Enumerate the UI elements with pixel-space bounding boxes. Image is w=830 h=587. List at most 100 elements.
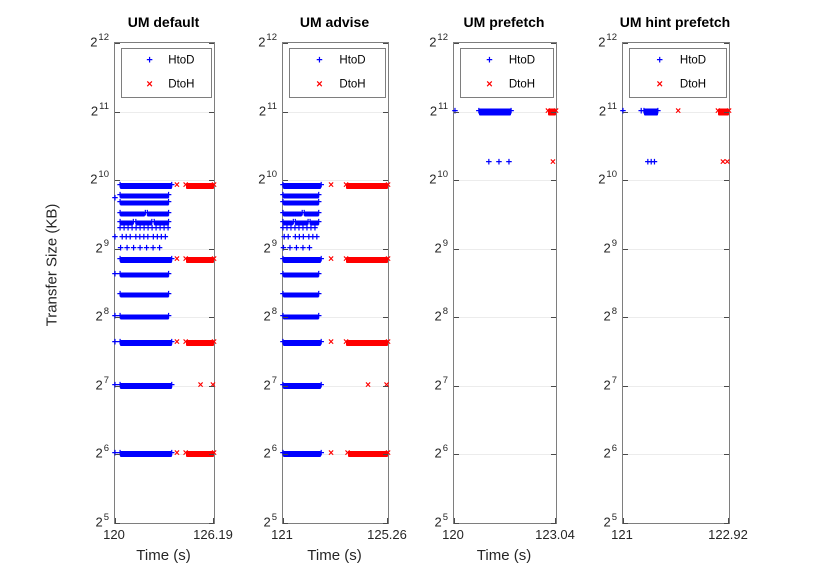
plus-marker: + <box>130 216 137 229</box>
plus-marker: + <box>116 310 124 323</box>
cross-marker-icon: × <box>486 78 493 91</box>
cross-marker: × <box>384 380 390 391</box>
cross-marker: × <box>343 179 350 191</box>
x-axis-label: Time (s) <box>136 547 191 564</box>
subplot-title: UM advise <box>299 14 370 30</box>
plus-marker: + <box>111 336 119 349</box>
plus-marker: + <box>293 242 300 255</box>
plus-marker: + <box>290 216 297 229</box>
legend-entry-htod: + HtoD <box>290 49 385 73</box>
y-tick-mark-left <box>454 523 459 524</box>
y-tick-mark-right <box>551 180 556 182</box>
cross-marker: × <box>173 254 180 266</box>
y-tick-label: 210 <box>598 169 617 187</box>
data-band-htod <box>283 200 319 206</box>
plus-marker: + <box>317 253 325 266</box>
plus-marker: + <box>279 216 287 229</box>
cross-marker: × <box>211 336 217 348</box>
plus-marker: + <box>112 380 118 391</box>
y-tick-label: 25 <box>603 512 617 530</box>
y-tick-label: 211 <box>598 100 617 118</box>
x-tick-mark <box>115 518 116 523</box>
plus-marker: + <box>452 106 458 117</box>
data-band-dtoh <box>346 339 388 346</box>
data-band-dtoh <box>717 108 729 116</box>
data-band-htod <box>120 211 146 217</box>
plus-marker: + <box>165 196 172 209</box>
plus-marker: + <box>317 179 325 192</box>
data-band-htod <box>120 193 169 199</box>
cross-marker-icon: × <box>146 78 153 91</box>
y-tick-label: 29 <box>263 237 277 256</box>
y-tick-mark-left <box>283 454 288 456</box>
x-axis-label: Time (s) <box>476 547 532 564</box>
y-tick-label: 27 <box>434 374 448 393</box>
plus-marker: + <box>116 207 124 220</box>
data-band-htod <box>120 314 169 320</box>
y-tick-label: 210 <box>429 169 448 187</box>
plus-marker: + <box>295 222 303 235</box>
y-tick-mark-right <box>209 43 214 44</box>
plus-marker: + <box>168 253 175 266</box>
plus-marker: + <box>116 336 124 349</box>
y-tick-mark-right <box>724 43 729 44</box>
plus-marker: + <box>143 242 150 255</box>
plus-marker: + <box>313 231 321 244</box>
x-tick-label-max: 122.92 <box>708 527 748 542</box>
plus-marker: + <box>279 207 287 220</box>
legend-entry-dtoh: × DtoH <box>122 73 211 97</box>
x-tick-label-max: 123.04 <box>535 527 575 542</box>
plus-marker: + <box>315 189 322 202</box>
plus-marker: + <box>117 242 124 255</box>
plus-marker: + <box>279 336 287 349</box>
y-tick-mark-right <box>724 248 729 250</box>
cross-marker: × <box>197 379 204 391</box>
cross-marker: × <box>173 179 180 191</box>
y-gridline <box>454 317 556 319</box>
cross-marker: × <box>328 448 334 460</box>
plus-marker: + <box>640 105 648 118</box>
cross-marker: × <box>724 157 731 168</box>
plus-marker: + <box>132 216 139 229</box>
plus-marker: + <box>303 222 311 235</box>
x-tick-mark <box>623 518 624 523</box>
plus-marker: + <box>647 156 655 169</box>
data-band-dtoh <box>185 182 214 189</box>
plus-marker: + <box>116 189 124 202</box>
plus-marker: + <box>286 242 294 255</box>
y-tick-mark-right <box>209 248 214 250</box>
plus-marker: + <box>317 379 325 392</box>
plus-marker: + <box>280 448 286 460</box>
plus-marker-icon: + <box>146 54 153 67</box>
plus-marker: + <box>150 216 158 229</box>
y-tick-label: 210 <box>258 169 277 187</box>
cross-marker: × <box>173 448 180 460</box>
y-gridline <box>115 248 214 250</box>
x-tick-label-max: 125.26 <box>367 527 407 542</box>
plus-marker: + <box>279 189 287 202</box>
cross-marker: × <box>550 157 556 168</box>
marker-layer: + + + + + + + + + + + + + + + + + + + + + + + + + + + + + + + + + + + + + + + +… <box>111 43 217 523</box>
plus-marker: + <box>315 310 322 323</box>
y-tick-mark-right <box>383 111 388 113</box>
x-tick-mark <box>387 518 388 523</box>
y-tick-label: 27 <box>603 374 617 393</box>
cross-marker: × <box>210 380 216 391</box>
data-band-htod <box>135 220 152 226</box>
plus-marker: + <box>280 311 286 323</box>
plus-marker: + <box>149 242 157 255</box>
cross-marker: × <box>385 254 391 266</box>
y-tick-mark-left <box>623 385 628 387</box>
y-tick-mark-right <box>551 454 556 456</box>
cross-marker: × <box>182 254 189 266</box>
y-tick-mark-left <box>454 180 459 182</box>
y-tick-label: 25 <box>263 512 277 530</box>
y-tick-label: 210 <box>90 169 109 187</box>
legend-entry-dtoh: × DtoH <box>461 73 553 97</box>
cross-marker: × <box>211 448 217 460</box>
legend-label: HtoD <box>168 54 195 67</box>
plus-marker: + <box>165 268 172 281</box>
x-tick-label-max: 126.19 <box>193 527 233 542</box>
data-band-htod <box>120 292 169 298</box>
y-tick-mark-left <box>623 248 628 250</box>
